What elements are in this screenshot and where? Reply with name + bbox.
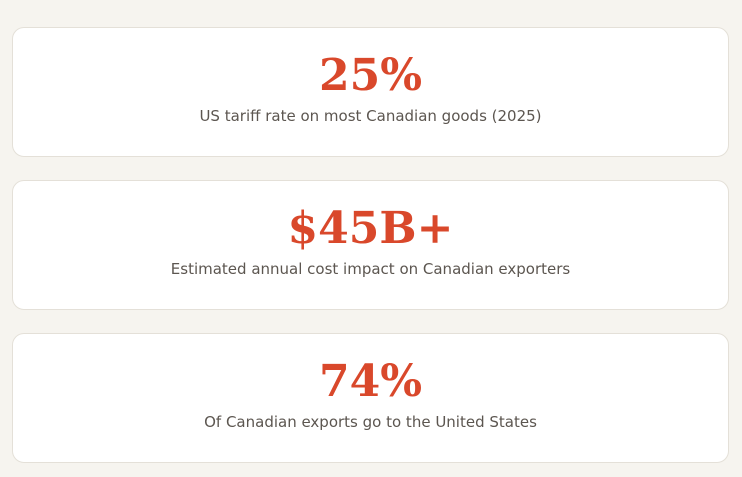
stat-card: $45B+ Estimated annual cost impact on Ca… bbox=[12, 180, 729, 310]
stat-value: $45B+ bbox=[287, 203, 454, 254]
stat-label: US tariff rate on most Canadian goods (2… bbox=[199, 107, 542, 125]
stat-card: 74% Of Canadian exports go to the United… bbox=[12, 333, 729, 463]
stat-value: 25% bbox=[318, 50, 423, 101]
stat-value: 74% bbox=[318, 356, 423, 407]
stat-label: Estimated annual cost impact on Canadian… bbox=[170, 260, 571, 278]
stat-card: 25% US tariff rate on most Canadian good… bbox=[12, 27, 729, 157]
stat-label: Of Canadian exports go to the United Sta… bbox=[204, 413, 537, 431]
